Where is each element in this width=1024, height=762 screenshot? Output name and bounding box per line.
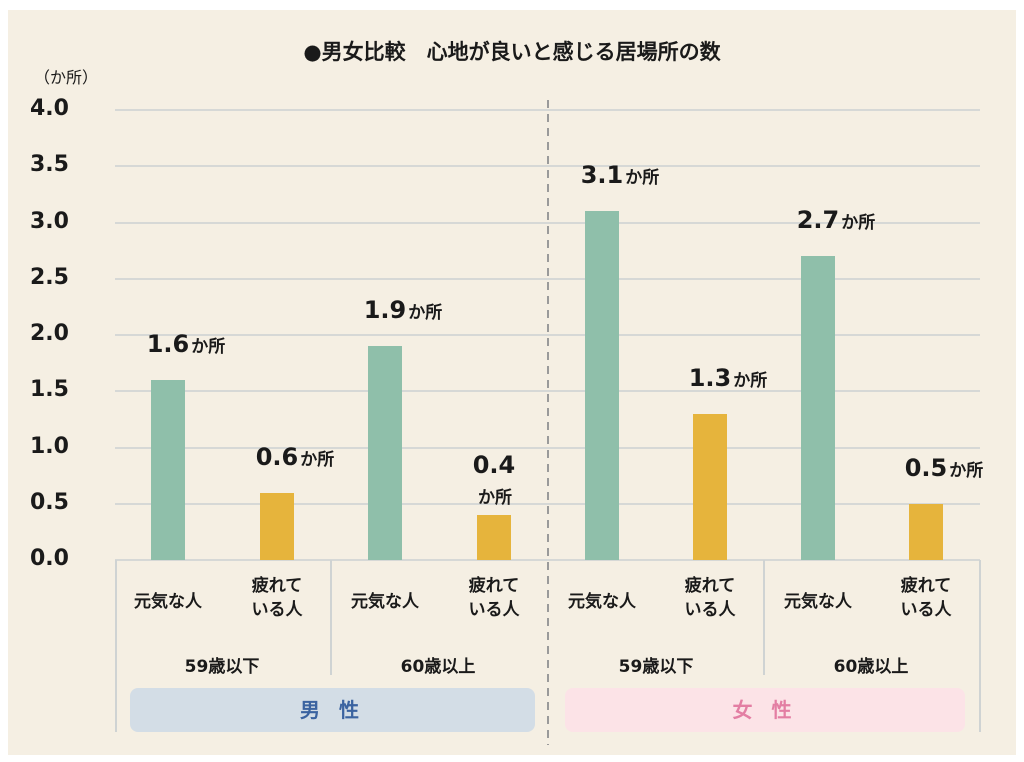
- data-label-unit: か所: [841, 213, 876, 234]
- category-label: 疲れて いる人: [684, 576, 736, 620]
- data-label: 1.6 か所: [116, 330, 256, 358]
- y-tick-label: 3.5: [30, 152, 69, 178]
- data-label-value: 2.7: [796, 206, 840, 235]
- y-tick-label: 1.0: [30, 433, 69, 459]
- data-label-value: 3.1: [580, 161, 624, 190]
- data-label-value: 1.6: [146, 330, 190, 358]
- age-divider: [330, 560, 332, 675]
- bar: [801, 256, 835, 560]
- axis-right: [979, 560, 981, 732]
- data-label: 2.7 か所: [766, 206, 906, 234]
- y-tick-label: 0.0: [30, 546, 69, 571]
- data-label-value: 1.3: [688, 363, 732, 392]
- y-tick-label: 2.5: [30, 264, 69, 290]
- y-tick-label: 1.5: [30, 377, 69, 403]
- bar: [909, 503, 943, 560]
- data-label-value: 0.4: [472, 451, 516, 479]
- chart-title: ●男女比較 心地が良いと感じる居場所の数: [303, 40, 721, 64]
- y-axis-unit: （か所）: [34, 68, 99, 87]
- data-label: 0.6 か所: [225, 443, 365, 471]
- data-label-value: 0.6: [255, 442, 299, 471]
- axis-left: [115, 560, 117, 732]
- bar: [693, 413, 727, 560]
- data-label-unit: か所: [733, 370, 768, 391]
- data-label-unit: か所: [625, 168, 660, 189]
- category-label: 元気な人: [351, 592, 419, 612]
- age-group-label: 60歳以上: [400, 657, 476, 677]
- gender-divider: [547, 100, 549, 745]
- age-divider: [763, 560, 765, 675]
- bar: [260, 492, 294, 560]
- age-group-label: 60歳以上: [833, 657, 909, 677]
- bar: [151, 380, 185, 560]
- data-label-unit: か所: [300, 449, 335, 470]
- data-label: 0.4 か所: [424, 451, 564, 508]
- data-label: 1.3 か所: [658, 364, 798, 392]
- category-label: 元気な人: [134, 592, 202, 612]
- data-label-unit: か所: [408, 303, 443, 324]
- category-label: 疲れて いる人: [468, 576, 520, 620]
- data-label: 3.1 か所: [550, 161, 690, 189]
- y-tick-label: 0.5: [30, 489, 69, 515]
- category-label: 疲れて いる人: [251, 576, 303, 620]
- data-label-unit: か所: [949, 460, 984, 481]
- age-group-label: 59歳以下: [618, 657, 694, 677]
- gender-label-female: 女 性: [565, 688, 965, 732]
- bar: [368, 346, 402, 560]
- category-label: 疲れて いる人: [900, 576, 952, 620]
- category-label: 元気な人: [784, 592, 852, 612]
- gender-label-male: 男 性: [130, 688, 535, 732]
- bar: [477, 515, 511, 560]
- data-label: 0.5 か所: [874, 454, 1014, 482]
- y-tick-label: 3.0: [30, 208, 69, 234]
- data-label-unit: か所: [191, 337, 226, 357]
- data-label: 1.9 か所: [333, 296, 473, 324]
- age-group-label: 59歳以下: [184, 657, 260, 677]
- y-tick-label: 2.0: [30, 321, 69, 346]
- data-label-value: 0.5: [904, 453, 948, 482]
- y-tick-label: 4.0: [30, 96, 69, 121]
- bar: [585, 211, 619, 560]
- data-label-unit: か所: [478, 488, 512, 508]
- data-label-value: 1.9: [363, 296, 407, 325]
- category-label: 元気な人: [568, 592, 636, 612]
